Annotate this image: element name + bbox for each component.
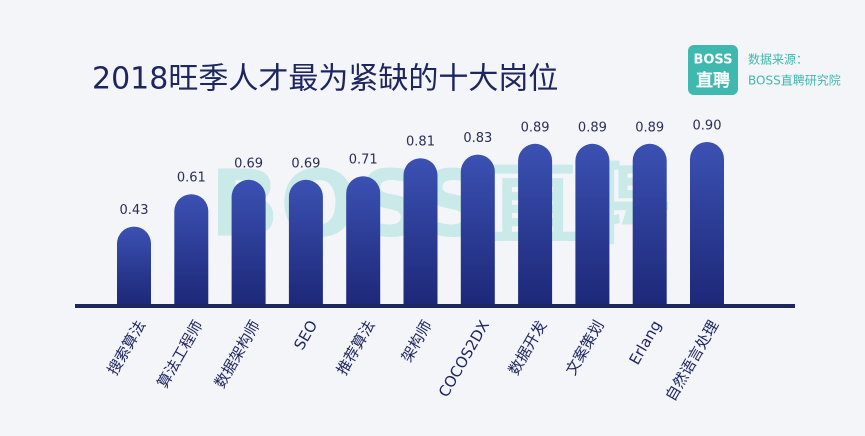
bar	[632, 143, 667, 304]
x-tick-label: 数据架构师	[211, 317, 264, 391]
value-label: 0.61	[177, 171, 206, 186]
x-tick-label: 文案策划	[562, 317, 608, 378]
bar	[460, 154, 495, 304]
value-label: 0.83	[463, 131, 492, 146]
value-label: 0.71	[349, 153, 378, 168]
value-label: 0.69	[291, 156, 320, 171]
logo-text: 直聘	[696, 70, 730, 91]
value-label: 0.89	[578, 120, 607, 135]
x-tick-label: 数据开发	[505, 317, 551, 378]
bar	[575, 143, 610, 304]
bar	[174, 194, 209, 304]
x-tick-label: Erlang	[625, 317, 665, 368]
bar	[518, 143, 553, 304]
bar	[288, 179, 323, 304]
source-label: 数据来源：	[748, 52, 808, 67]
bar	[690, 142, 724, 304]
logo-text: BOSS	[693, 53, 732, 68]
bar	[117, 226, 151, 304]
bar	[403, 158, 438, 304]
x-tick-label: 自然语言处理	[662, 317, 723, 404]
value-label: 0.89	[635, 120, 664, 135]
source-name: BOSS直聘研究院	[748, 73, 841, 88]
x-tick-label: 推荐算法	[333, 317, 379, 378]
logo-box	[688, 45, 738, 95]
x-tick-label: COCOS2DX	[435, 317, 493, 400]
value-label: 0.43	[120, 203, 149, 218]
x-tick-label: 搜索算法	[104, 317, 150, 378]
value-label: 0.90	[693, 119, 722, 134]
value-label: 0.89	[521, 120, 550, 135]
value-label: 0.81	[406, 135, 435, 150]
bar	[346, 176, 381, 304]
x-tick-label: SEO	[290, 317, 321, 353]
x-tick-label: 算法工程师	[154, 317, 207, 391]
x-tick-label: 架构师	[398, 317, 436, 365]
value-label: 0.69	[234, 156, 263, 171]
chart-title: 2018旺季人才最为紧缺的十大岗位	[92, 62, 558, 97]
bar	[231, 179, 266, 304]
